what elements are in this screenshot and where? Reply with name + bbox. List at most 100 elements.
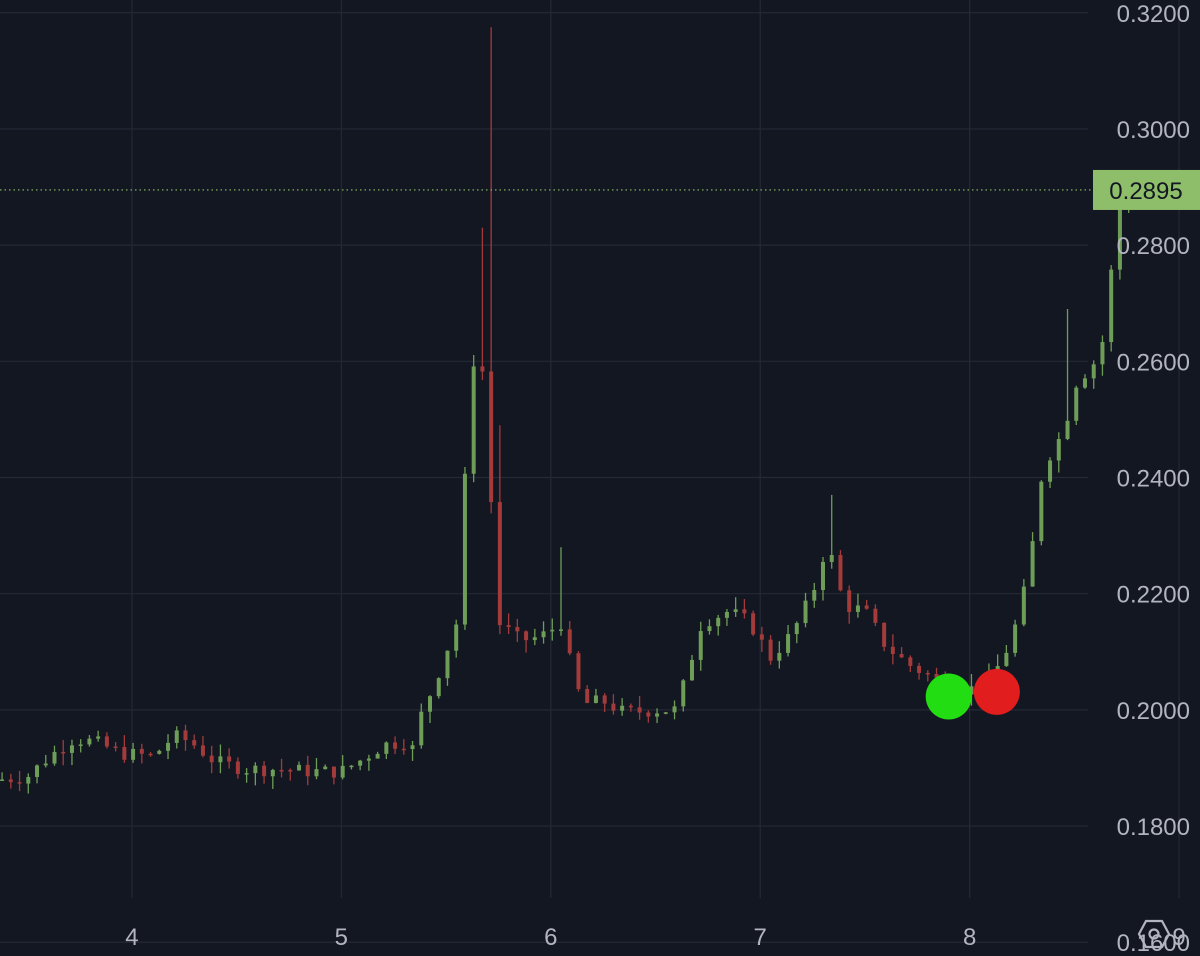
candle-down — [917, 662, 922, 680]
candle-up — [52, 745, 57, 766]
candle-down — [899, 647, 904, 659]
candle-up — [340, 755, 345, 780]
settings-hexagon-icon — [1137, 919, 1171, 949]
candle-up — [1013, 619, 1018, 657]
y-tick-label: 0.3200 — [1117, 1, 1190, 28]
candle-up — [777, 641, 782, 669]
candle-up — [698, 621, 703, 671]
candle-up — [1048, 457, 1053, 489]
candle-down — [61, 739, 66, 766]
candle-down — [515, 618, 520, 642]
candle-down — [759, 626, 764, 652]
x-tick-label: 7 — [754, 924, 767, 951]
y-tick-label: 0.3000 — [1117, 117, 1190, 144]
candle-up — [454, 619, 459, 658]
candle-up — [436, 677, 441, 699]
candle-up — [1030, 532, 1035, 587]
candle-up — [174, 726, 179, 749]
candle-down — [890, 634, 895, 665]
candle-up — [655, 708, 660, 724]
candle-up — [419, 703, 424, 749]
candle-down — [908, 655, 913, 673]
candle-up — [270, 768, 275, 789]
y-tick-label: 0.2000 — [1117, 698, 1190, 725]
candle-down — [480, 227, 485, 381]
candle-down — [17, 770, 22, 792]
red-marker — [973, 668, 1020, 715]
candle-down — [576, 651, 581, 692]
candle-down — [646, 710, 651, 723]
candle-up — [1082, 374, 1087, 389]
candle-down — [305, 755, 310, 786]
candle-down — [934, 667, 939, 679]
candle-up — [690, 654, 694, 681]
candle-down — [122, 735, 127, 763]
candle-up — [35, 764, 40, 784]
candle-up — [786, 625, 791, 657]
candle-down — [524, 630, 529, 653]
time-axis[interactable]: 4 5 6 7 8 9 — [125, 924, 1185, 951]
candle-down — [751, 610, 756, 637]
candle-up — [620, 698, 625, 716]
candle-up — [323, 764, 328, 770]
candle-up — [87, 735, 92, 747]
candle-down — [628, 703, 633, 712]
candle-up — [969, 674, 974, 706]
candle-up — [1004, 645, 1009, 667]
candle-up — [445, 650, 450, 686]
candle-down — [393, 736, 398, 755]
candles — [0, 27, 1131, 794]
x-tick-label: 4 — [125, 924, 138, 951]
candle-down — [873, 604, 878, 627]
candle-up — [471, 354, 476, 483]
candle-up — [297, 761, 302, 771]
candle-up — [1100, 335, 1105, 376]
candle-up — [69, 739, 74, 766]
candle-up — [707, 619, 712, 635]
last-price-badge: 0.2895 — [1093, 169, 1200, 210]
candle-up — [812, 582, 817, 608]
candle-down — [104, 732, 109, 749]
candle-up — [733, 597, 738, 617]
candle-down — [567, 620, 572, 656]
candle-down — [847, 585, 852, 624]
candle-down — [742, 599, 747, 619]
candle-up — [532, 628, 537, 646]
candle-up — [462, 466, 467, 630]
y-tick-label: 0.2800 — [1117, 233, 1190, 260]
last-price-label: 0.2895 — [1109, 178, 1182, 205]
y-tick-label: 0.1600 — [1117, 930, 1190, 955]
candle-up — [218, 744, 223, 774]
candle-up — [681, 679, 686, 712]
candle-up — [541, 621, 546, 644]
candle-up — [1109, 265, 1114, 352]
candle-down — [288, 768, 293, 781]
y-tick-label: 0.2200 — [1117, 582, 1190, 609]
candle-up — [428, 695, 433, 723]
chart-settings-button[interactable] — [1132, 912, 1176, 956]
y-tick-label: 0.2400 — [1117, 466, 1190, 493]
candle-up — [349, 765, 354, 770]
candle-up — [314, 757, 319, 780]
candle-down — [148, 752, 153, 757]
candle-down — [489, 27, 494, 514]
x-tick-label: 9 — [1172, 924, 1185, 951]
candle-up — [244, 768, 249, 783]
candle-up — [820, 556, 825, 601]
x-tick-label: 6 — [544, 924, 557, 951]
candle-up — [166, 734, 171, 760]
candle-up — [157, 749, 162, 755]
candle-up — [724, 609, 729, 626]
candle-down — [183, 724, 188, 751]
candle-down — [864, 599, 869, 610]
candle-down — [139, 743, 144, 764]
candle-down — [192, 734, 197, 749]
candle-up — [26, 773, 31, 794]
candle-down — [602, 693, 607, 713]
price-axis[interactable]: 0.3200 0.3000 0.2800 0.2600 0.2400 0.2200 0.20… — [1117, 1, 1190, 955]
green-marker — [925, 673, 972, 720]
candle-down — [506, 613, 511, 634]
candle-up — [1039, 480, 1044, 546]
candle-down — [401, 739, 406, 755]
